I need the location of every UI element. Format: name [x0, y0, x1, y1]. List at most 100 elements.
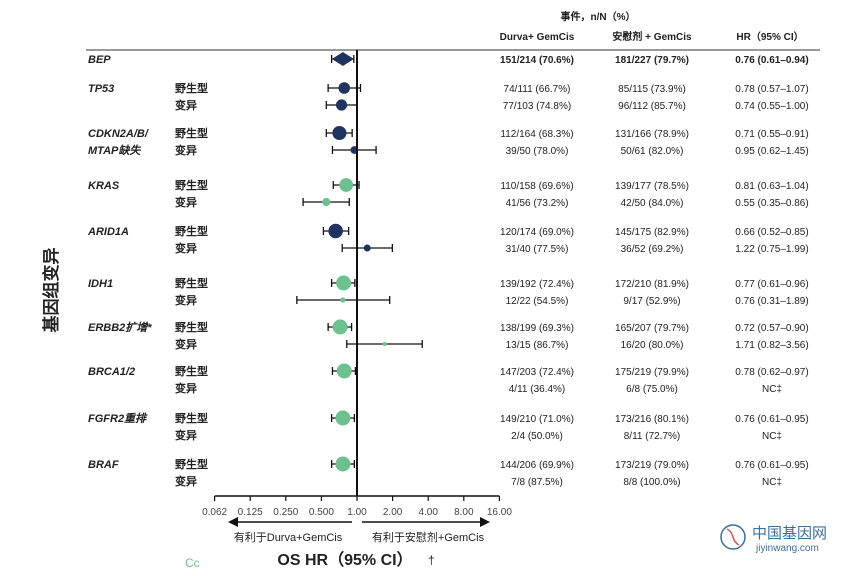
subgroup-label: 野生型 [175, 411, 208, 425]
group-label: MTAP缺失 [88, 144, 141, 157]
x-tick-label: 0.125 [238, 507, 263, 518]
subgroup-label: 变异 [175, 428, 197, 442]
durva-events-cell: 4/11 (36.4%) [509, 384, 566, 395]
group-label: ARID1A [87, 226, 129, 238]
x-tick-label: 0.062 [202, 507, 227, 518]
hr-point-marker [336, 275, 352, 291]
subgroup-label: 变异 [175, 381, 197, 395]
durva-events-cell: 12/22 (54.5%) [506, 296, 569, 307]
durva-events-cell: 147/203 (72.4%) [500, 367, 574, 378]
hr-point-marker [338, 82, 351, 94]
header-events-label: 事件，n/N（%） [561, 10, 636, 23]
placebo-events-cell: 172/210 (81.9%) [615, 279, 689, 290]
hr-ci-cell: NC‡ [762, 384, 782, 395]
subgroup-label: 变异 [175, 241, 197, 255]
group-label: IDH1 [88, 278, 113, 290]
corner-text: Cc [185, 556, 200, 570]
placebo-events-cell: 173/219 (79.0%) [615, 460, 689, 471]
header-placebo-column: 安慰剂 + GemCis [612, 30, 692, 43]
hr-ci-cell: 0.74 (0.55–1.00) [735, 101, 808, 112]
group-label: BRAF [88, 459, 119, 471]
hr-point-marker [332, 125, 347, 141]
subgroup-label: 野生型 [175, 126, 208, 140]
x-tick-label: 0.250 [273, 507, 298, 518]
hr-point-marker [335, 410, 351, 426]
header-durva-column: Durva+ GemCis [500, 32, 575, 43]
hr-point-marker [336, 363, 352, 379]
hr-point-marker [332, 319, 348, 335]
hr-diamond-marker [331, 52, 354, 66]
watermark-url: jiyinwang.com [755, 543, 819, 554]
subgroup-label: 野生型 [175, 457, 208, 471]
durva-events-cell: 13/15 (86.7%) [506, 340, 569, 351]
subgroup-label: 野生型 [175, 364, 208, 378]
durva-events-cell: 110/158 (69.6%) [500, 181, 573, 192]
durva-events-cell: 39/50 (78.0%) [506, 146, 569, 157]
subgroup-label: 变异 [175, 98, 197, 112]
placebo-events-cell: 8/11 (72.7%) [624, 431, 681, 442]
placebo-events-cell: 173/216 (80.1%) [615, 414, 689, 425]
hr-point-marker [363, 244, 371, 252]
durva-events-cell: 77/103 (74.8%) [503, 101, 571, 112]
x-axis-title-footnote-mark: † [428, 553, 435, 567]
data-table: 151/214 (70.6%) 181/227 (79.7%) 0.76 (0.61… [500, 55, 809, 488]
durva-events-cell: 120/174 (69.0%) [500, 227, 574, 238]
group-label: FGFR2重排 [88, 412, 148, 425]
placebo-events-cell: 36/52 (69.2%) [621, 244, 684, 255]
group-label: CDKN2A/B/ [88, 128, 150, 140]
hr-point-marker [328, 223, 343, 239]
placebo-events-cell: 50/61 (82.0%) [621, 146, 684, 157]
subgroup-label: 变异 [175, 337, 197, 351]
group-label: ERBB2扩增* [88, 321, 152, 334]
subgroup-label: 变异 [175, 474, 197, 488]
x-axis-title: OS HR（95% CI） [277, 551, 412, 569]
hr-ci-cell: 0.72 (0.57–0.90) [735, 323, 808, 334]
hr-ci-cell: 0.95 (0.62–1.45) [735, 146, 808, 157]
hr-ci-cell: 0.76 (0.61–0.95) [735, 414, 808, 425]
hr-ci-cell: 0.78 (0.57–1.07) [735, 84, 808, 95]
durva-events-cell: 7/8 (87.5%) [511, 477, 563, 488]
hr-ci-cell: 0.55 (0.35–0.86) [735, 198, 808, 209]
placebo-events-cell: 16/20 (80.0%) [621, 340, 684, 351]
subgroup-label: 野生型 [175, 178, 208, 192]
hr-ci-cell: 0.76 (0.61–0.94) [735, 55, 808, 66]
hr-ci-cell: 0.81 (0.63–1.04) [735, 181, 808, 192]
placebo-events-cell: 9/17 (52.9%) [623, 296, 680, 307]
placebo-events-cell: 139/177 (78.5%) [615, 181, 689, 192]
hr-ci-cell: 0.76 (0.61–0.95) [735, 460, 808, 471]
subgroup-label: 变异 [175, 195, 197, 209]
direction-right-label: 有利于安慰剂+GemCis [372, 530, 485, 544]
watermark-name: 中国基因网 [752, 525, 827, 542]
hr-point-marker [382, 341, 387, 347]
durva-events-cell: 112/164 (68.3%) [500, 129, 573, 140]
x-tick-label: 4.00 [418, 507, 438, 518]
x-tick-label: 2.00 [383, 507, 403, 518]
arrow-left-head [228, 517, 238, 527]
hr-point-marker [339, 178, 354, 192]
placebo-events-cell: 145/175 (82.9%) [615, 227, 689, 238]
group-label: BEP [88, 54, 111, 66]
direction-left-label: 有利于Durva+GemCis [234, 530, 343, 544]
hr-ci-cell: NC‡ [762, 431, 782, 442]
durva-events-cell: 149/210 (71.0%) [500, 414, 574, 425]
placebo-events-cell: 8/8 (100.0%) [623, 477, 680, 488]
x-tick-label: 8.00 [454, 507, 474, 518]
placebo-events-cell: 175/219 (79.9%) [615, 367, 689, 378]
hr-ci-cell: 0.76 (0.31–1.89) [735, 296, 808, 307]
subgroup-label: 变异 [175, 143, 197, 157]
hr-ci-cell: NC‡ [762, 477, 782, 488]
x-tick-label: 1.00 [347, 507, 367, 518]
durva-events-cell: 139/192 (72.4%) [500, 279, 574, 290]
hr-point-marker [322, 197, 331, 207]
forest-marks [296, 52, 423, 472]
hr-ci-cell: 0.66 (0.52–0.85) [735, 227, 808, 238]
group-label: TP53 [88, 83, 114, 95]
dna-strand-icon [726, 528, 740, 546]
x-tick-label: 16.00 [487, 507, 512, 518]
durva-events-cell: 138/199 (69.3%) [500, 323, 574, 334]
subgroup-label: 变异 [175, 293, 197, 307]
durva-events-cell: 144/206 (69.9%) [500, 460, 574, 471]
hr-point-marker [335, 456, 351, 472]
hr-ci-cell: 1.71 (0.82–3.56) [735, 340, 808, 351]
